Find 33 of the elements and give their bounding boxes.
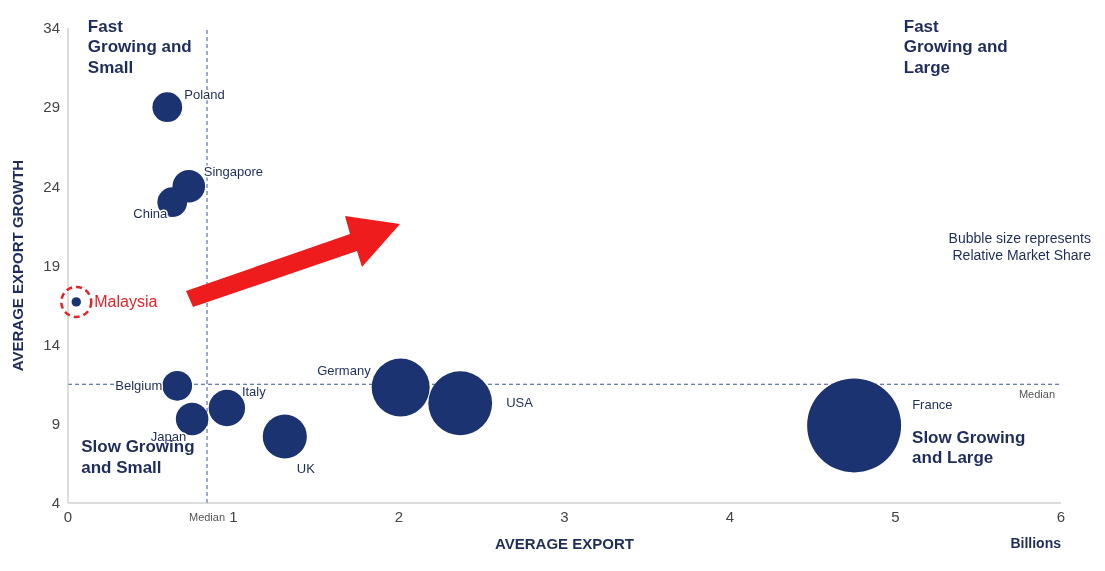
x-tick-label: 5 [891,507,900,525]
series-label: Italy [241,384,267,399]
x-tick-label: 2 [394,507,404,525]
annotation: Fast Growing and Large [903,17,1008,77]
y-tick-label: 4 [51,494,60,512]
annotation: Bubble size represents Relative Market Share [948,230,1092,264]
series-label: UK [296,460,316,476]
y-tick-label: 29 [43,98,60,116]
ref-line-label: Median [1018,388,1055,401]
annotation: Fast Growing and Small [87,17,192,77]
series-label: Belgium [115,377,163,393]
y-tick-label: 14 [43,335,60,353]
x-tick-label: 4 [725,507,735,525]
ref-line-label: Median [188,510,226,523]
series-label: France [912,397,953,413]
y-tick-label: 19 [43,256,60,274]
x-tick-label: 0 [63,507,73,525]
series-label: China [133,206,169,222]
text: Billions [1010,535,1062,551]
series-label: Germany [317,363,372,379]
x-tick-label: 6 [1056,507,1066,525]
series-label: USA [506,395,534,411]
series-label: Singapore [203,164,264,180]
y-tick-label: 34 [43,19,60,37]
x-tick-label: 1 [229,507,238,525]
series-label: Malaysia [94,292,158,310]
y-axis-title: AVERAGE EXPORT GROWTH [9,159,27,372]
annotation: Slow Growing and Large [912,427,1026,468]
x-axis-title: AVERAGE EXPORT [495,535,634,552]
y-tick-label: 24 [43,177,60,195]
series-label: Poland [184,87,225,103]
y-tick-label: 9 [51,415,60,433]
x-tick-label: 3 [560,507,569,525]
